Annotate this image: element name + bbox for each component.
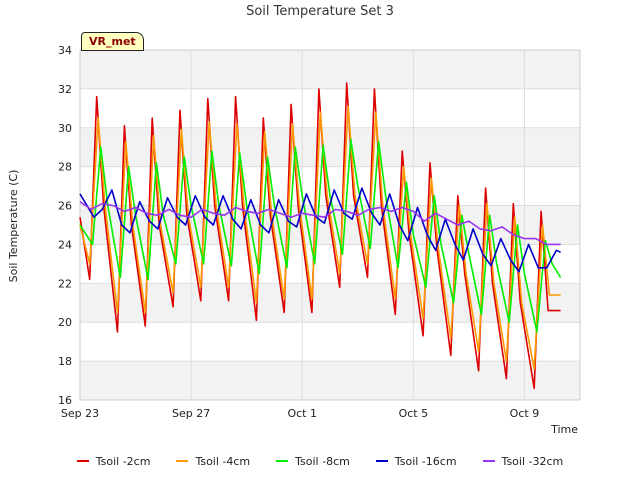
legend-label: Tsoil -8cm bbox=[295, 454, 350, 468]
grid-band bbox=[80, 361, 580, 400]
y-tick-label: 28 bbox=[58, 161, 72, 174]
y-tick-label: 18 bbox=[58, 355, 72, 368]
legend-item: Tsoil -4cm bbox=[176, 455, 250, 468]
x-tick-label: Oct 1 bbox=[287, 407, 317, 420]
x-tick-label: Oct 5 bbox=[399, 407, 429, 420]
legend-item: Tsoil -2cm bbox=[76, 454, 151, 468]
y-axis-label: Soil Temperature (C) bbox=[7, 170, 20, 283]
chart-title: Soil Temperature Set 3 bbox=[246, 4, 394, 19]
y-tick-label: 32 bbox=[58, 83, 72, 96]
legend-label: Tsoil -4cm bbox=[195, 454, 251, 468]
y-tick-label: 20 bbox=[58, 316, 72, 329]
site-badge: VR_met bbox=[81, 32, 144, 51]
grid-band bbox=[80, 50, 580, 89]
legend-label: Tsoil -32cm bbox=[501, 454, 564, 468]
legend-item: Tsoil -32cm bbox=[482, 454, 564, 468]
x-axis-label: Time bbox=[550, 423, 578, 436]
legend-swatch bbox=[375, 460, 388, 462]
legend-swatch bbox=[176, 460, 189, 462]
series-line-tsoil-8cm bbox=[79, 138, 562, 333]
legend-label: Tsoil -16cm bbox=[394, 454, 457, 468]
y-tick-label: 16 bbox=[58, 394, 72, 407]
y-tick-label: 22 bbox=[58, 277, 72, 290]
series-line-tsoil-4cm bbox=[79, 105, 561, 370]
legend-swatch bbox=[276, 460, 289, 462]
legend-label: Tsoil -2cm bbox=[95, 454, 151, 468]
y-tick-label: 34 bbox=[58, 44, 72, 57]
plot-area: 16 18 20 22 24 26 28 30 32 34 Sep 23 Sep 27 Oct 1 Oct… bbox=[58, 44, 581, 420]
grid-band bbox=[80, 127, 580, 167]
series-line-tsoil-32cm bbox=[79, 201, 561, 246]
x-tick-label: Oct 9 bbox=[510, 407, 540, 420]
legend-swatch bbox=[482, 460, 495, 462]
legend-item: Tsoil -16cm bbox=[375, 454, 457, 468]
x-tick-label: Sep 23 bbox=[61, 407, 99, 420]
legend-swatch bbox=[76, 460, 89, 462]
chart-legend: Tsoil -2cm Tsoil -4cm Tsoil -8cm Tsoil -16c… bbox=[0, 452, 640, 470]
y-tick-label: 30 bbox=[58, 122, 72, 135]
y-tick-label: 26 bbox=[58, 200, 72, 213]
y-tick-label: 24 bbox=[58, 238, 72, 251]
x-tick-label: Sep 27 bbox=[172, 407, 210, 420]
series-line-tsoil-16cm bbox=[79, 187, 561, 273]
legend-item: Tsoil -8cm bbox=[276, 455, 350, 468]
